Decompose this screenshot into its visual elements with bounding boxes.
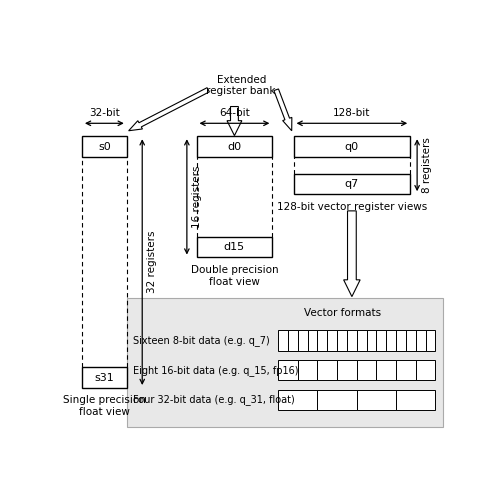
- Text: Eight 16-bit data (e.g. q_15, fp16): Eight 16-bit data (e.g. q_15, fp16): [132, 365, 298, 376]
- Text: q7: q7: [345, 179, 359, 189]
- Text: Sixteen 8-bit data (e.g. q_7): Sixteen 8-bit data (e.g. q_7): [132, 335, 269, 346]
- Text: Vector formats: Vector formats: [304, 308, 381, 318]
- Bar: [367, 330, 376, 350]
- Bar: [406, 330, 416, 350]
- Bar: [278, 360, 298, 380]
- Bar: [386, 330, 396, 350]
- Polygon shape: [344, 211, 360, 297]
- Bar: [357, 330, 367, 350]
- Text: 64-bit: 64-bit: [219, 108, 250, 119]
- Text: d0: d0: [227, 142, 241, 151]
- Bar: [337, 330, 347, 350]
- Bar: [298, 330, 308, 350]
- Bar: [127, 299, 443, 427]
- Text: q0: q0: [345, 142, 359, 151]
- Bar: [357, 360, 376, 380]
- Bar: [298, 360, 318, 380]
- Text: Double precision
float view: Double precision float view: [190, 265, 278, 287]
- Polygon shape: [129, 88, 209, 131]
- Text: Four 32-bit data (e.g. q_31, float): Four 32-bit data (e.g. q_31, float): [132, 394, 294, 406]
- Bar: [318, 390, 357, 410]
- Bar: [327, 330, 337, 350]
- Bar: [278, 390, 318, 410]
- Bar: [82, 136, 127, 157]
- Bar: [196, 136, 273, 157]
- Bar: [318, 330, 327, 350]
- Text: 32-bit: 32-bit: [89, 108, 120, 119]
- Bar: [294, 174, 410, 194]
- Bar: [376, 360, 396, 380]
- Bar: [288, 330, 298, 350]
- Bar: [294, 136, 410, 157]
- Text: 16 registers: 16 registers: [191, 166, 201, 228]
- Bar: [376, 330, 386, 350]
- Bar: [396, 360, 416, 380]
- Text: Extended
register bank: Extended register bank: [206, 75, 276, 96]
- Text: s31: s31: [95, 373, 114, 383]
- Text: 128-bit: 128-bit: [333, 108, 371, 119]
- Text: d15: d15: [224, 242, 245, 252]
- Text: s0: s0: [98, 142, 111, 151]
- Bar: [357, 390, 396, 410]
- Bar: [416, 330, 425, 350]
- Bar: [318, 360, 337, 380]
- Bar: [278, 330, 288, 350]
- Polygon shape: [227, 106, 242, 136]
- Bar: [337, 360, 357, 380]
- Text: 8 registers: 8 registers: [422, 137, 432, 193]
- Bar: [416, 360, 435, 380]
- Bar: [347, 330, 357, 350]
- Text: 32 registers: 32 registers: [147, 231, 157, 293]
- Bar: [308, 330, 318, 350]
- Bar: [425, 330, 435, 350]
- Bar: [196, 237, 273, 257]
- Text: Single precision
float view: Single precision float view: [63, 395, 146, 417]
- Bar: [396, 330, 406, 350]
- Bar: [82, 367, 127, 388]
- Polygon shape: [274, 89, 292, 131]
- Text: 128-bit vector register views: 128-bit vector register views: [277, 201, 427, 212]
- Bar: [396, 390, 435, 410]
